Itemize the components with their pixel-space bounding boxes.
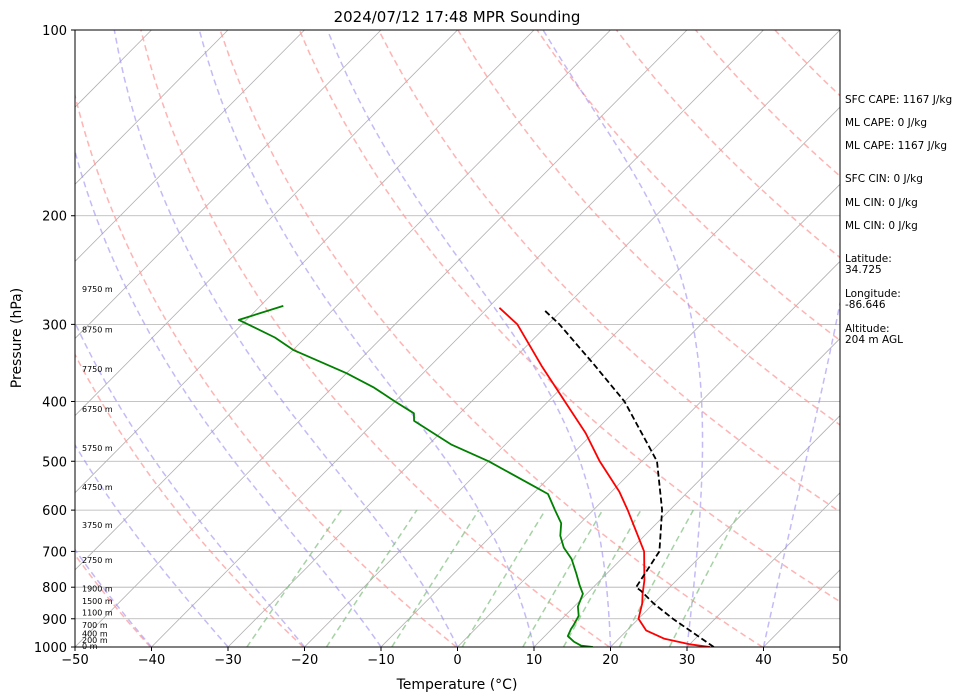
- mixing-ratio-line: [522, 509, 604, 647]
- height-label: 1500 m: [82, 597, 113, 606]
- isotherm-line: [457, 260, 840, 647]
- x-tick-label: −30: [214, 653, 241, 668]
- y-axis-label: Pressure (hPa): [9, 288, 25, 388]
- height-label: 700 m: [82, 621, 108, 630]
- isotherm-line: [75, 30, 688, 647]
- height-label: 3750 m: [82, 521, 113, 530]
- isotherm-line: [380, 183, 840, 647]
- y-tick-label: 300: [42, 318, 67, 333]
- y-tick-label: 900: [42, 613, 67, 628]
- isotherm-line: [227, 30, 840, 647]
- mixing-ratio-line: [461, 509, 547, 647]
- stats-annotation: SFC CIN: 0 J/kg: [845, 173, 923, 185]
- x-axis-label: Temperature (°C): [396, 677, 518, 693]
- dry-adiabat-line: [695, 30, 840, 178]
- y-tick-label: 100: [42, 24, 67, 39]
- stats-annotation: Longitude: -86.646: [845, 288, 901, 311]
- y-tick-label: 1000: [34, 641, 67, 656]
- height-label: 6750 m: [82, 405, 113, 414]
- y-tick-label: 800: [42, 581, 67, 596]
- moist-adiabat-line: [326, 30, 612, 647]
- x-tick-label: 30: [679, 653, 696, 668]
- height-label: 2750 m: [82, 556, 113, 565]
- mixing-ratio-line: [246, 509, 343, 647]
- dry-adiabat-line: [377, 30, 840, 513]
- isotherm-line: [75, 30, 535, 494]
- isotherm-line: [75, 30, 458, 417]
- parcel-line: [544, 309, 715, 647]
- isotherm-line: [75, 30, 611, 571]
- stats-annotation: ML CAPE: 0 J/kg: [845, 117, 927, 129]
- height-label: 400 m: [82, 630, 108, 639]
- height-label: 4750 m: [82, 483, 113, 492]
- dry-adiabat-line: [140, 30, 610, 647]
- moist-adiabat-line: [113, 30, 459, 647]
- x-tick-label: −50: [61, 653, 88, 668]
- mixing-ratio-line: [391, 509, 480, 647]
- stats-annotation: Altitude: 204 m AGL: [845, 323, 903, 346]
- moist-adiabat-line: [542, 30, 704, 647]
- height-label: 7750 m: [82, 365, 113, 374]
- x-tick-label: 20: [602, 653, 619, 668]
- stats-annotation: ML CAPE: 1167 J/kg: [845, 140, 947, 152]
- height-label: 1100 m: [82, 609, 113, 618]
- x-tick-label: −40: [138, 653, 165, 668]
- height-label: 5750 m: [82, 444, 113, 453]
- moist-adiabat-line: [75, 148, 382, 647]
- isotherm-line: [151, 30, 764, 647]
- stats-annotation: ML CIN: 0 J/kg: [845, 220, 918, 232]
- isotherm-line: [75, 30, 229, 185]
- x-tick-label: 10: [526, 653, 543, 668]
- height-label: 8750 m: [82, 326, 113, 335]
- chart-title: 2024/07/12 17:48 MPR Sounding: [334, 8, 581, 26]
- stats-annotation: Latitude: 34.725: [845, 253, 892, 276]
- isotherm-line: [686, 492, 840, 647]
- dry-adiabat-line: [75, 92, 457, 647]
- isotherm-line: [75, 30, 305, 262]
- isotherm-line: [610, 415, 840, 647]
- mixing-ratio-line: [618, 509, 694, 647]
- mixing-ratio-line: [562, 509, 642, 647]
- isotherm-line: [533, 337, 840, 647]
- dry-adiabat-line: [219, 30, 763, 647]
- temperature-line: [498, 307, 711, 647]
- height-label: 1900 m: [82, 585, 113, 594]
- y-tick-label: 700: [42, 545, 67, 560]
- mixing-ratio-line: [325, 509, 418, 647]
- moist-adiabat-line: [762, 299, 840, 647]
- mixing-ratio-line: [668, 509, 742, 647]
- height-label: 9750 m: [82, 285, 113, 294]
- isotherm-line: [304, 106, 840, 647]
- x-tick-label: 50: [832, 653, 849, 668]
- dry-adiabat-line: [75, 352, 304, 647]
- stats-annotation: ML CIN: 0 J/kg: [845, 197, 918, 209]
- y-tick-label: 400: [42, 395, 67, 410]
- y-tick-label: 200: [42, 210, 67, 225]
- dry-adiabat-line: [536, 30, 840, 342]
- isotherm-line: [75, 30, 382, 340]
- dewpoint-line: [237, 305, 593, 647]
- x-tick-label: −20: [291, 653, 318, 668]
- dry-adiabat-line: [298, 30, 840, 603]
- stats-annotation: SFC CAPE: 1167 J/kg: [845, 94, 952, 106]
- x-tick-label: −10: [367, 653, 394, 668]
- moist-adiabat-line: [75, 443, 229, 647]
- x-tick-label: 40: [755, 653, 772, 668]
- moist-adiabat-line: [198, 30, 535, 647]
- y-tick-label: 600: [42, 504, 67, 519]
- height-label: 200 m: [82, 636, 108, 645]
- y-tick-label: 500: [42, 455, 67, 470]
- x-tick-label: 0: [453, 653, 461, 668]
